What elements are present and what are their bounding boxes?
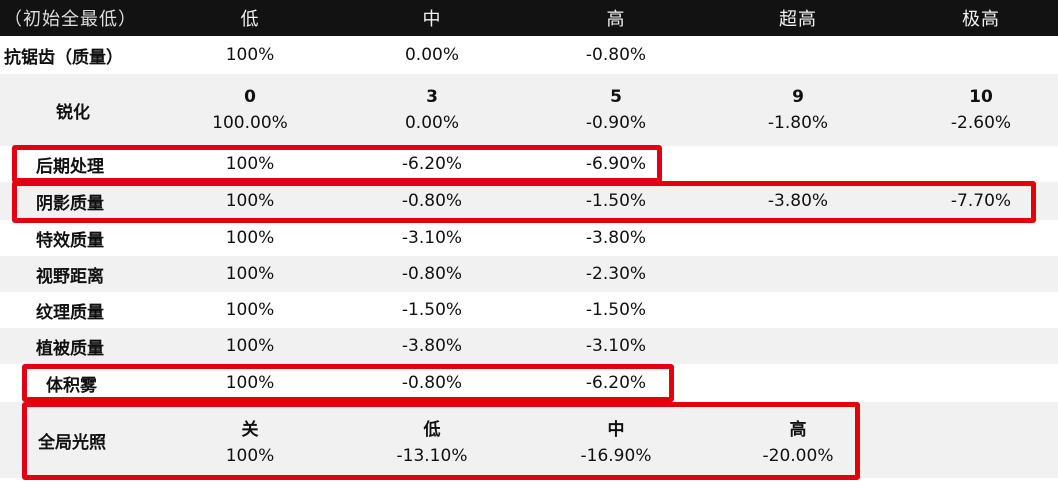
cell-stack: 9 -1.80% <box>738 74 858 146</box>
table-row-view-distance: 视野距离 100% -0.80% -2.30% <box>0 256 1058 292</box>
cell-value: -7.70% <box>950 191 1012 211</box>
row-label: 后期处理 <box>36 156 104 177</box>
level-label: 0 <box>244 87 256 107</box>
level-label: 关 <box>241 419 259 440</box>
row-label: 抗锯齿（质量） <box>4 47 123 68</box>
header-ultra: 极高 <box>962 9 1000 30</box>
cell-value: -2.60% <box>950 113 1012 133</box>
level-label: 低 <box>423 419 441 440</box>
level-label: 5 <box>610 87 622 107</box>
cell-value: -0.90% <box>585 113 647 133</box>
cell-value: 100% <box>225 191 275 211</box>
cell-stack: 低 -13.10% <box>372 402 492 478</box>
cell-stack: 中 -16.90% <box>556 402 676 478</box>
cell-stack: 高 -20.00% <box>738 402 858 478</box>
cell-value: -20.00% <box>762 445 834 466</box>
cell-value: 0.00% <box>404 45 459 65</box>
cell-value: -1.50% <box>585 191 647 211</box>
cell-value: 0.00% <box>404 113 459 133</box>
row-label: 视野距离 <box>36 266 104 287</box>
table-row-global-illumination: 全局光照 关 100% 低 -13.10% 中 -16.90% 高 -20.00… <box>0 402 1058 478</box>
level-label: 高 <box>789 419 807 440</box>
cell-value: 100% <box>225 45 275 65</box>
row-label: 纹理质量 <box>36 302 104 323</box>
header-baseline: （初始全最低） <box>4 9 137 30</box>
cell-value: 100% <box>225 154 275 174</box>
header-low: 低 <box>240 9 260 30</box>
cell-value: -1.50% <box>585 300 647 320</box>
table-row-volumetric-fog: 体积雾 100% -0.80% -6.20% <box>0 364 1058 402</box>
cell-value: -13.10% <box>396 445 468 466</box>
cell-value: -3.10% <box>585 336 647 356</box>
table-row-antialiasing: 抗锯齿（质量） 100% 0.00% -0.80% <box>0 36 1058 74</box>
table-row-sharpening: 锐化 0 100.00% 3 0.00% 5 -0.90% 9 -1.80% 1… <box>0 74 1058 146</box>
cell-value: -6.20% <box>585 373 647 393</box>
level-label: 10 <box>969 87 993 107</box>
cell-value: 100% <box>225 336 275 356</box>
cell-value: -0.80% <box>401 264 463 284</box>
row-label: 体积雾 <box>46 375 97 396</box>
row-label: 植被质量 <box>36 338 104 359</box>
table-header: （初始全最低） 低 中 高 超高 极高 <box>0 0 1058 36</box>
cell-value: -0.80% <box>401 191 463 211</box>
header-medium: 中 <box>422 9 442 30</box>
cell-value: 100% <box>225 445 275 466</box>
level-label: 9 <box>792 87 804 107</box>
cell-value: -0.80% <box>585 45 647 65</box>
cell-value: -2.30% <box>585 264 647 284</box>
cell-value: 100.00% <box>212 113 288 133</box>
cell-stack: 5 -0.90% <box>556 74 676 146</box>
table-row-foliage-quality: 植被质量 100% -3.80% -3.10% <box>0 328 1058 364</box>
table-row-post-processing: 后期处理 100% -6.20% -6.90% <box>0 146 1058 182</box>
cell-value: -3.80% <box>767 191 829 211</box>
table-row-texture-quality: 纹理质量 100% -1.50% -1.50% <box>0 292 1058 328</box>
cell-value: -6.20% <box>401 154 463 174</box>
cell-stack: 0 100.00% <box>190 74 310 146</box>
cell-value: 100% <box>225 264 275 284</box>
row-label: 全局光照 <box>38 432 106 453</box>
cell-stack: 关 100% <box>190 402 310 478</box>
header-high: 高 <box>606 9 626 30</box>
cell-value: -16.90% <box>580 445 652 466</box>
cell-value: 100% <box>225 300 275 320</box>
table-row-effects-quality: 特效质量 100% -3.10% -3.80% <box>0 220 1058 256</box>
cell-value: -1.80% <box>767 113 829 133</box>
level-label: 中 <box>607 419 625 440</box>
cell-value: -6.90% <box>585 154 647 174</box>
header-very-high: 超高 <box>779 9 817 30</box>
cell-stack: 10 -2.60% <box>921 74 1041 146</box>
cell-value: -0.80% <box>401 373 463 393</box>
cell-value: -3.80% <box>401 336 463 356</box>
cell-value: -1.50% <box>401 300 463 320</box>
cell-value: -3.10% <box>401 228 463 248</box>
table-row-shadow-quality: 阴影质量 100% -0.80% -1.50% -3.80% -7.70% <box>0 182 1058 220</box>
row-label: 阴影质量 <box>36 193 104 214</box>
level-label: 3 <box>426 87 438 107</box>
row-label: 特效质量 <box>36 230 104 251</box>
row-label: 锐化 <box>56 102 90 123</box>
cell-value: 100% <box>225 373 275 393</box>
cell-stack: 3 0.00% <box>372 74 492 146</box>
cell-value: 100% <box>225 228 275 248</box>
cell-value: -3.80% <box>585 228 647 248</box>
